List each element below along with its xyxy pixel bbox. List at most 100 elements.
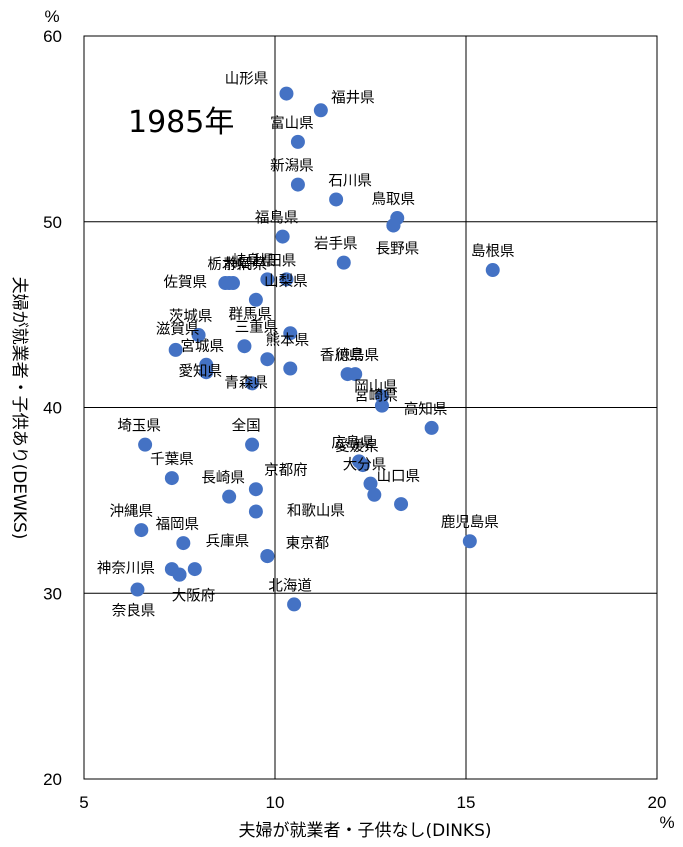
point-label: 沖縄県	[110, 503, 154, 520]
point-label: 静岡県	[224, 256, 268, 273]
point-label: 和歌山県	[287, 503, 345, 520]
data-point	[287, 597, 302, 612]
x-unit-label: %	[659, 813, 674, 832]
point-label: 奈良県	[112, 603, 156, 620]
point-label: 広島県	[331, 434, 375, 451]
data-point	[172, 567, 187, 582]
point-label: 鳥取県	[371, 191, 415, 208]
data-point	[367, 487, 382, 502]
point-label: 石川県	[328, 173, 372, 189]
point-label: 福岡県	[156, 516, 200, 533]
data-point	[336, 255, 351, 270]
data-point	[424, 420, 439, 435]
point-label: 全国	[232, 417, 261, 435]
y-tick-label: 50	[43, 213, 62, 232]
data-point	[283, 361, 298, 376]
point-label: 神奈川県	[97, 560, 155, 577]
data-point	[168, 342, 183, 357]
point-label: 山梨県	[264, 273, 308, 290]
data-point	[248, 504, 263, 519]
data-point	[462, 534, 477, 549]
y-tick-label: 60	[43, 27, 62, 46]
tick-labels: 5 10 15 20 20 30 40 50 60	[43, 27, 666, 812]
y-axis-title: 夫婦が就業者・子供あり(DEWKS)	[9, 277, 29, 540]
grid-lines	[83, 35, 658, 780]
point-label: 新潟県	[270, 158, 314, 175]
y-tick-label: 20	[43, 770, 62, 789]
point-label: 熊本県	[266, 332, 310, 349]
data-point	[386, 218, 401, 233]
data-point	[260, 272, 275, 287]
x-tick-label: 20	[648, 793, 667, 812]
data-point	[260, 352, 275, 367]
data-point	[187, 562, 202, 577]
data-point	[363, 476, 378, 491]
data-point	[394, 497, 409, 512]
data-point	[138, 437, 153, 452]
data-point	[176, 536, 191, 551]
data-point	[225, 276, 240, 291]
point-label: 香川県	[320, 347, 364, 364]
point-label: 京都府	[264, 462, 308, 479]
data-point	[237, 339, 252, 354]
point-label: 栃木県	[207, 256, 251, 273]
x-axis-title: 夫婦が就業者・子供なし(DINKS)	[238, 821, 491, 841]
point-label: 高知県	[404, 401, 448, 418]
chart-title: 1985年	[128, 105, 234, 140]
point-label: 福島県	[255, 210, 299, 227]
point-label: 愛知県	[178, 363, 222, 380]
point-label: 山口県	[377, 468, 421, 485]
point-label: 千葉県	[150, 451, 194, 468]
point-label: 大分県	[343, 457, 387, 474]
point-label: 徳島県	[335, 347, 379, 364]
point-label: 三重県	[235, 319, 279, 336]
data-point	[222, 489, 237, 504]
data-point	[199, 365, 214, 380]
point-label: 宮崎県	[354, 387, 398, 404]
data-point	[348, 367, 363, 382]
point-label: 長崎県	[201, 470, 245, 487]
point-label: 富山県	[270, 114, 314, 132]
point-label: 宮城県	[180, 338, 224, 355]
data-point	[275, 229, 290, 244]
point-label: 岩手県	[314, 236, 358, 253]
y-tick-label: 30	[43, 584, 62, 603]
data-point	[245, 437, 260, 452]
point-label: 群馬県	[229, 306, 273, 323]
data-point	[313, 103, 328, 118]
point-label: 滋賀県	[156, 321, 200, 338]
data-point	[374, 398, 389, 413]
data-point	[248, 482, 263, 497]
data-point	[329, 192, 344, 207]
point-label: 青森県	[224, 374, 268, 391]
point-label: 岐阜県	[232, 252, 276, 269]
data-point	[485, 263, 500, 278]
y-unit-label: %	[44, 7, 59, 26]
data-point	[164, 471, 179, 486]
point-label: 東京都	[286, 535, 330, 552]
x-tick-label: 5	[79, 793, 88, 812]
data-point	[355, 458, 370, 473]
point-label: 鹿児島県	[441, 514, 499, 531]
data-point	[290, 134, 305, 149]
point-label: 埼玉県	[117, 418, 161, 435]
data-point	[191, 328, 206, 343]
point-label: 大阪府	[172, 588, 216, 605]
point-label: 愛媛県	[335, 438, 379, 455]
y-tick-label: 40	[43, 399, 62, 418]
data-point	[279, 86, 294, 101]
point-label: 北海道	[268, 577, 312, 594]
point-label: 島根県	[471, 243, 515, 260]
data-point	[130, 582, 145, 597]
data-point	[279, 272, 294, 287]
x-tick-label: 10	[266, 793, 285, 812]
point-label: 福井県	[331, 89, 375, 106]
data-point	[248, 292, 263, 307]
data-points	[130, 86, 500, 612]
plot-frame	[83, 35, 658, 780]
point-label: 佐賀県	[163, 274, 207, 291]
data-point	[260, 549, 275, 564]
data-point	[290, 177, 305, 192]
point-label: 岡山県	[354, 379, 398, 396]
data-point	[245, 376, 260, 391]
